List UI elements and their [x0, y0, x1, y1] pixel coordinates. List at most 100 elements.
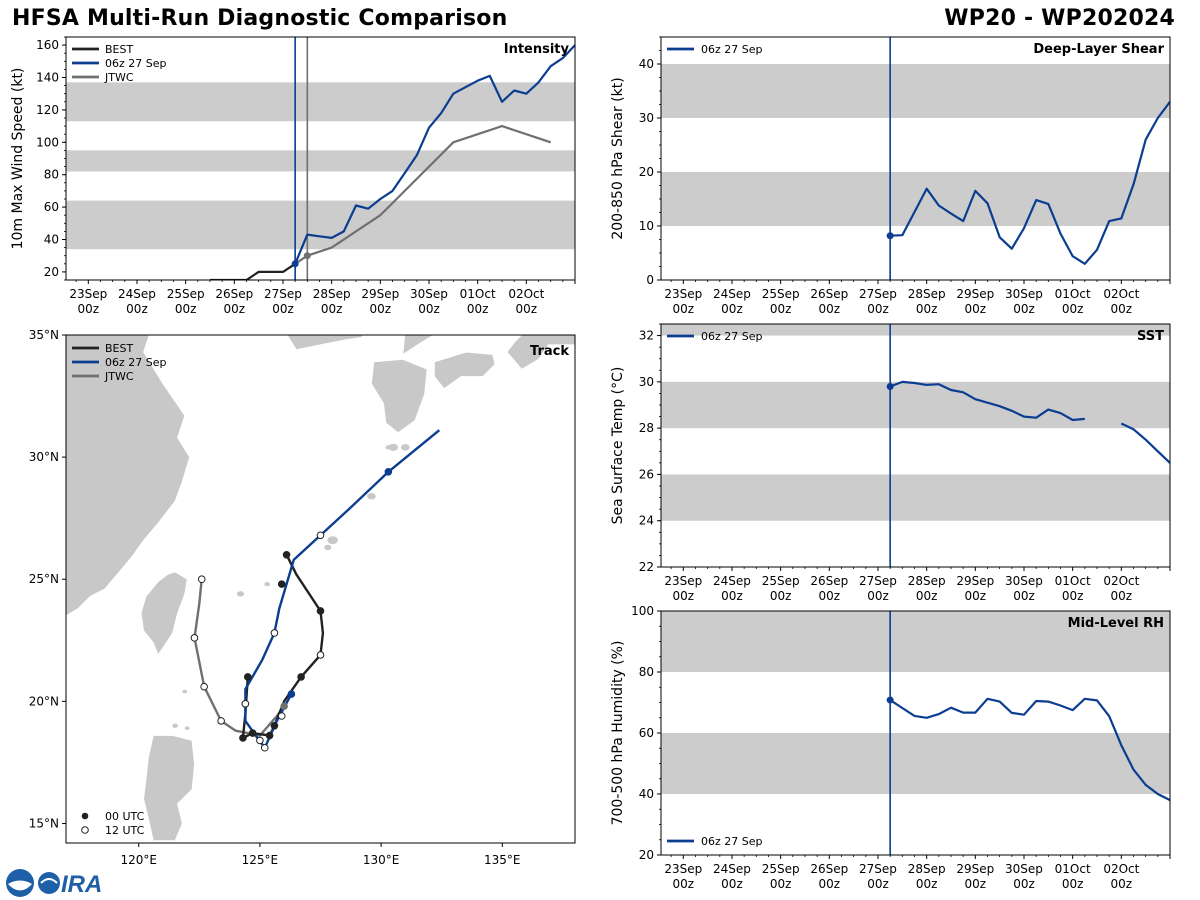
sst-x-tick-label: 30Sep [1005, 574, 1043, 588]
sst-y-tick-label: 30 [639, 375, 654, 389]
shear-y-label: 200-850 hPa Shear (kt) [610, 77, 626, 239]
track-point-run [287, 690, 296, 698]
rh-y-tick-label: 60 [639, 726, 654, 740]
sst-x-tick-label: 00z [965, 589, 987, 603]
rh-x-tick-label: 01Oct [1055, 862, 1091, 876]
intensity-legend-label-run: 06z 27 Sep [105, 57, 167, 70]
sst-x-tick-label: 25Sep [762, 574, 800, 588]
sst-x-tick-label: 00z [1111, 589, 1133, 603]
track-lat-label: 35°N [29, 328, 59, 342]
rh-y-tick-label: 40 [639, 787, 654, 801]
intensity-band-0 [66, 200, 575, 250]
legend-12utc-marker [81, 826, 89, 834]
sst-x-tick-label: 00z [770, 589, 792, 603]
sst-plot-area [661, 324, 1170, 567]
rh-x-tick-label: 00z [867, 877, 889, 891]
sst-frame [660, 323, 1171, 568]
rh-plot-area [661, 611, 1170, 855]
ryukyu-island [401, 444, 410, 451]
rh-x-tick-label: 00z [1111, 877, 1133, 891]
track-point-best [297, 673, 305, 681]
intensity-y-label: 10m Max Wind Speed (kt) [10, 68, 26, 250]
intensity-panel-title: Intensity [504, 42, 570, 57]
track-point-jtwc [200, 682, 208, 691]
shikoku-landmass [433, 351, 496, 390]
korea-landmass [286, 335, 364, 351]
sst-x-tick-label: 00z [673, 589, 695, 603]
shear-legend: 06z 27 Sep [667, 43, 763, 56]
track-point-jtwc [280, 702, 288, 711]
shear-x-tick-label: 02Oct [1103, 287, 1139, 301]
legend-00utc-marker [81, 812, 89, 820]
shear-y-tick-label: 30 [639, 111, 654, 125]
sst-x-axis: 23Sep00z24Sep00z25Sep00z26Sep00z27Sep00z… [664, 567, 1171, 603]
rh-legend: 06z 27 Sep [667, 835, 763, 848]
cira-globe-icon [38, 872, 60, 894]
track-lon-label: 135°E [484, 853, 521, 867]
sst-y-tick-label: 24 [639, 514, 654, 528]
luzon-strait-island [172, 723, 178, 728]
track-point-best [239, 734, 247, 742]
shear-y-tick-label: 40 [639, 57, 654, 71]
intensity-y-tick-label: 120 [36, 103, 59, 117]
shear-x-axis: 23Sep00z24Sep00z25Sep00z26Sep00z27Sep00z… [664, 280, 1171, 316]
intensity-x-tick-label: 00z [467, 302, 489, 316]
sst-band-0 [661, 474, 1170, 521]
track-point-best [282, 551, 291, 559]
shear-x-tick-label: 00z [819, 302, 841, 316]
track-lon-label: 130°E [363, 853, 400, 867]
sst-run-start-point [886, 382, 894, 390]
track-point-best [243, 673, 252, 681]
sst-x-tick-label: 26Sep [810, 574, 848, 588]
track-point-jtwc [190, 634, 199, 642]
track-panel-title: Track [530, 344, 569, 359]
ryukyu-island [367, 492, 376, 500]
track-point-best [316, 607, 325, 615]
track-point-run [241, 699, 250, 708]
rh-x-tick-label: 00z [721, 877, 743, 891]
shear-x-tick-label: 24Sep [713, 287, 751, 301]
rh-x-tick-label: 24Sep [713, 862, 751, 876]
track-point-run [316, 531, 325, 540]
track-point-best [270, 721, 279, 730]
rh-x-tick-label: 28Sep [908, 862, 946, 876]
intensity-x-tick-label: 23Sep [69, 287, 107, 301]
rh-legend-label-run: 06z 27 Sep [701, 835, 763, 848]
rh-x-tick-label: 00z [819, 877, 841, 891]
ryukyu-island [324, 544, 332, 551]
sst-x-tick-label: 00z [1062, 589, 1084, 603]
intensity-x-tick-label: 00z [321, 302, 343, 316]
sst-series-run-1 [1120, 422, 1170, 464]
shear-band-0 [661, 172, 1170, 226]
intensity-x-tick-label: 00z [272, 302, 294, 316]
sst-x-tick-label: 00z [819, 589, 841, 603]
sst-x-tick-label: 00z [916, 589, 938, 603]
shear-y-tick-label: 10 [639, 219, 654, 233]
shear-y-tick-label: 20 [639, 165, 654, 179]
track-point-best [248, 729, 257, 737]
track-point-best [277, 712, 286, 720]
sst-y-label: Sea Surface Temp (°C) [610, 367, 626, 525]
rh-x-tick-label: 23Sep [664, 862, 702, 876]
track-lon-label: 120°E [120, 853, 157, 867]
intensity-panel: 20 40 60 80 100 120 140 160 10m Max Wind Speed (… [10, 36, 576, 316]
track-axes: 120°E 125°E 130°E 135°E 15°N 20°N 25°N 30°N 35°N [29, 328, 521, 867]
shear-x-tick-label: 00z [673, 302, 695, 316]
sst-y-tick-label: 26 [639, 467, 654, 481]
ryukyu-island [236, 591, 245, 597]
sst-x-tick-label: 28Sep [908, 574, 946, 588]
sst-y-tick-label: 32 [639, 329, 654, 343]
taiwan-landmass [140, 571, 188, 656]
intensity-y-tick-label: 160 [36, 38, 59, 52]
rh-y-tick-label: 80 [639, 665, 654, 679]
sst-x-tick-label: 01Oct [1055, 574, 1091, 588]
shear-x-tick-label: 26Sep [810, 287, 848, 301]
track-map-area [66, 335, 575, 841]
shear-x-tick-label: 23Sep [664, 287, 702, 301]
ryukyu-island [327, 536, 338, 545]
sst-legend-label-run: 06z 27 Sep [701, 330, 763, 343]
rh-band-1 [661, 611, 1170, 672]
intensity-x-tick-label: 29Sep [361, 287, 399, 301]
